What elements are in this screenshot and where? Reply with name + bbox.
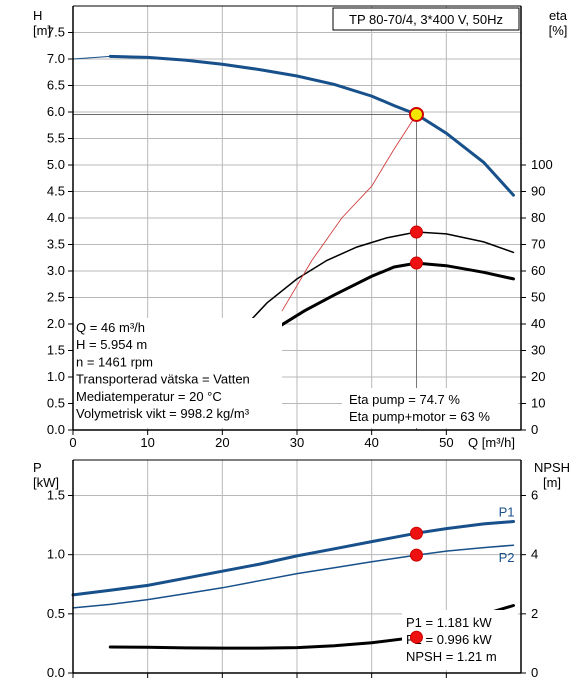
y2-tick-label: 40 <box>531 316 545 331</box>
p2-marker <box>409 548 423 562</box>
y2-tick-label: 60 <box>531 263 545 278</box>
duty-point-marker <box>408 106 424 122</box>
y-tick-label: 2.0 <box>47 316 65 331</box>
head-curve <box>108 54 515 197</box>
y2-tick-label: 6 <box>531 488 538 503</box>
p1-marker <box>409 526 423 540</box>
eta-axis-label: eta [%] <box>549 8 568 38</box>
eta-label: Eta pump+motor = 63 % <box>349 409 490 424</box>
y2-tick-label: 2 <box>531 606 538 621</box>
x-tick-label: 40 <box>364 435 378 450</box>
chart-title: TP 80-70/4, 3*400 V, 50Hz <box>349 12 503 27</box>
npsh-axis-label: NPSH [m] <box>534 460 570 490</box>
y-tick-label: 4.0 <box>47 210 65 225</box>
y-tick-label: 5.5 <box>47 131 65 146</box>
y2-tick-label: 0 <box>531 422 538 437</box>
x-tick-label: 50 <box>439 435 453 450</box>
flow-axis-label: Q [m³/h] <box>468 435 515 450</box>
x-tick-label: 20 <box>215 435 229 450</box>
info-line: H = 5.954 m <box>76 337 147 352</box>
power-label: NPSH = 1.21 m <box>406 649 497 664</box>
y-tick-label: 7.5 <box>47 25 65 40</box>
y2-tick-label: 10 <box>531 396 545 411</box>
y2-tick-label: 100 <box>531 157 553 172</box>
y2-tick-label: 70 <box>531 237 545 252</box>
power-npsh-chart: P1 P2 0.0 0.5 1.0 1.5 0 2 4 6 P [kW] NPSH [m] P1 =… <box>33 459 570 681</box>
eta-pump-curve <box>214 231 515 368</box>
y-tick-label: 0.5 <box>47 396 65 411</box>
head-axis-label: H [m] <box>33 8 51 38</box>
head-efficiency-chart: 0 10 20 30 40 50 0.0 0.5 1.0 1.5 2.0 2.5 3.0 3.5 4.0 4.… <box>33 5 568 451</box>
info-line: Volymetrisk vikt = 998.2 kg/m³ <box>76 406 250 421</box>
info-line: n = 1461 rpm <box>76 354 153 369</box>
x-tick-label: 0 <box>69 435 76 450</box>
y-tick-label: 2.5 <box>47 290 65 305</box>
y-tick-label: 1.5 <box>47 488 65 503</box>
head-curve-extension <box>72 55 111 60</box>
x-tick-label: 30 <box>290 435 304 450</box>
y-tick-label: 4.5 <box>47 184 65 199</box>
y2-tick-label: 20 <box>531 369 545 384</box>
bottom-ticks: 0.0 0.5 1.0 1.5 0 2 4 6 <box>47 488 538 681</box>
y2-tick-label: 80 <box>531 210 545 225</box>
y-tick-label: 3.5 <box>47 237 65 252</box>
info-line: Mediatemperatur = 20 °C <box>76 389 222 404</box>
y2-tick-label: 30 <box>531 343 545 358</box>
p1-curve <box>71 520 515 597</box>
power-axis-label: P [kW] <box>33 460 59 490</box>
duty-info-box: Q = 46 m³/h H = 5.954 m n = 1461 rpm Transp… <box>74 318 282 428</box>
power-label: P2 = 0.996 kW <box>406 632 492 647</box>
p1-series-label: P1 <box>499 505 515 520</box>
y-tick-label: 6.0 <box>47 104 65 119</box>
y2-tick-label: 50 <box>531 290 545 305</box>
eta-pump-motor-marker <box>409 256 423 270</box>
y-tick-label: 0.0 <box>47 422 65 437</box>
y2-tick-label: 0 <box>531 665 538 680</box>
y-tick-label: 6.5 <box>47 78 65 93</box>
info-line: Transporterad vätska = Vatten <box>76 372 250 387</box>
x-tick-label: 10 <box>140 435 154 450</box>
power-label: P1 = 1.181 kW <box>406 615 492 630</box>
info-line: Q = 46 m³/h <box>76 320 145 335</box>
y-tick-label: 1.0 <box>47 369 65 384</box>
y2-tick-label: 90 <box>531 184 545 199</box>
y-tick-label: 1.0 <box>47 547 65 562</box>
info-box-bg <box>74 318 282 428</box>
p2-curve <box>72 544 515 609</box>
y-tick-label: 7.0 <box>47 51 65 66</box>
bottom-operating-markers <box>409 526 423 644</box>
title-box <box>332 7 520 31</box>
p2-series-label: P2 <box>499 550 515 565</box>
npsh-marker <box>409 630 423 644</box>
eta-pump-marker <box>409 225 423 239</box>
eta-label: Eta pump = 74.7 % <box>349 392 460 407</box>
efficiency-info-box: Eta pump = 74.7 % Eta pump+motor = 63 % <box>342 388 518 428</box>
top-ticks: 0 10 20 30 40 50 0.0 0.5 1.0 1.5 2.0 2.5 3.0 3.5 4.0 4.… <box>47 25 553 451</box>
y2-tick-label: 4 <box>531 547 538 562</box>
y-tick-label: 0.0 <box>47 665 65 680</box>
top-operating-markers <box>408 106 424 270</box>
eta-box-bg <box>342 388 518 428</box>
y-tick-label: 3.0 <box>47 263 65 278</box>
system-curve-curve <box>281 113 417 312</box>
y-tick-label: 0.5 <box>47 606 65 621</box>
y-tick-label: 1.5 <box>47 343 65 358</box>
y-tick-label: 5.0 <box>47 157 65 172</box>
